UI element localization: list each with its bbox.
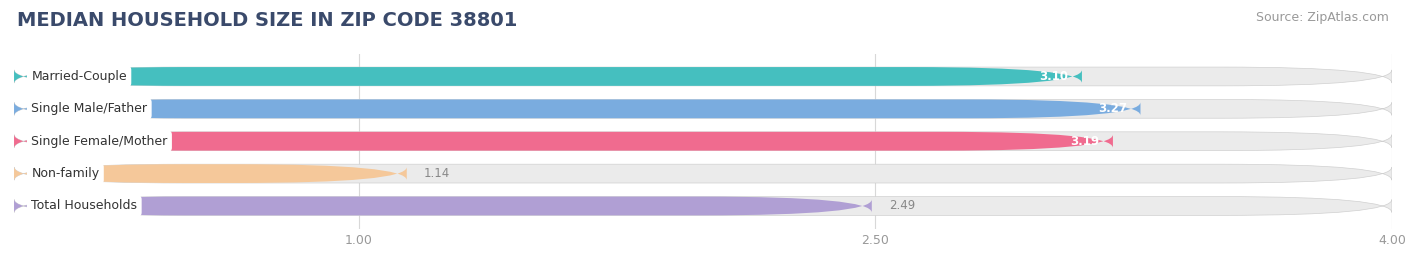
FancyBboxPatch shape [14,67,1083,86]
Text: Source: ZipAtlas.com: Source: ZipAtlas.com [1256,11,1389,24]
Text: 1.14: 1.14 [425,167,450,180]
FancyBboxPatch shape [14,197,872,215]
FancyBboxPatch shape [14,67,1392,86]
Text: Total Households: Total Households [31,200,138,213]
Text: MEDIAN HOUSEHOLD SIZE IN ZIP CODE 38801: MEDIAN HOUSEHOLD SIZE IN ZIP CODE 38801 [17,11,517,30]
FancyBboxPatch shape [14,100,1392,118]
Text: 3.10: 3.10 [1039,70,1069,83]
Text: 2.49: 2.49 [889,200,915,213]
Text: Single Female/Mother: Single Female/Mother [31,135,167,148]
Text: Married-Couple: Married-Couple [31,70,127,83]
Text: 3.19: 3.19 [1070,135,1099,148]
FancyBboxPatch shape [14,100,1140,118]
Text: Single Male/Father: Single Male/Father [31,102,148,115]
FancyBboxPatch shape [14,132,1392,151]
Text: 3.27: 3.27 [1098,102,1126,115]
FancyBboxPatch shape [14,164,406,183]
FancyBboxPatch shape [14,164,1392,183]
Text: Non-family: Non-family [31,167,100,180]
FancyBboxPatch shape [14,132,1114,151]
FancyBboxPatch shape [14,197,1392,215]
